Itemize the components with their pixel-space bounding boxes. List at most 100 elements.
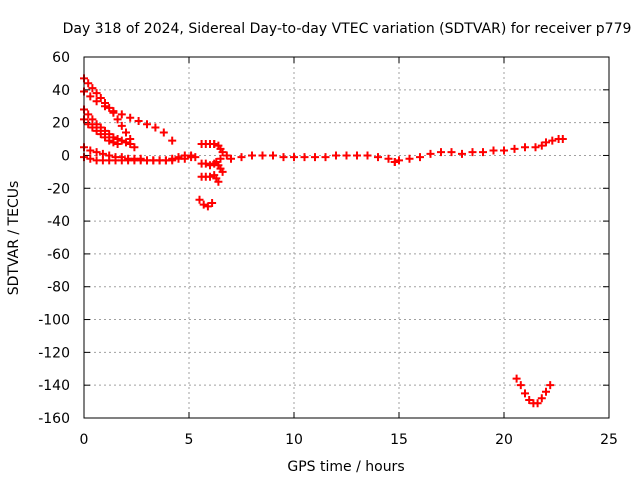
series-arc-mid-1 bbox=[80, 105, 139, 152]
series-ramp-6.5h bbox=[210, 139, 231, 186]
data-point bbox=[101, 102, 109, 111]
data-point bbox=[395, 156, 403, 165]
data-point bbox=[290, 153, 298, 162]
data-point bbox=[105, 136, 114, 145]
data-point bbox=[468, 148, 477, 157]
x-tick-label: 15 bbox=[390, 432, 408, 448]
axis-ticks: 0 5 10 15 20 25 -160 -140 -120 -100 -80 -60 -40 -20 0 2… bbox=[38, 50, 618, 448]
x-tick-label: 20 bbox=[495, 432, 513, 448]
data-point bbox=[109, 107, 118, 116]
data-point bbox=[117, 136, 126, 145]
data-point bbox=[92, 126, 101, 135]
data-point bbox=[143, 120, 151, 129]
data-point bbox=[416, 153, 424, 162]
y-tick-label: -60 bbox=[47, 247, 70, 263]
y-tick-label: -20 bbox=[47, 181, 70, 197]
data-point bbox=[92, 89, 101, 98]
series-arc-high-2 bbox=[80, 87, 177, 145]
data-point bbox=[191, 153, 200, 162]
data-point bbox=[130, 143, 139, 152]
data-point bbox=[105, 151, 114, 160]
data-point bbox=[537, 394, 546, 403]
series-dip-21h bbox=[512, 374, 555, 408]
data-point bbox=[269, 151, 277, 160]
data-point bbox=[88, 84, 97, 93]
data-point bbox=[458, 149, 466, 158]
y-tick-label: 60 bbox=[52, 50, 70, 66]
data-point bbox=[96, 130, 105, 139]
data-point bbox=[363, 151, 372, 160]
data-point bbox=[86, 154, 95, 163]
data-point bbox=[258, 151, 267, 160]
data-point bbox=[216, 154, 225, 163]
series-arc-mid-2 bbox=[80, 115, 122, 148]
data-point bbox=[214, 177, 223, 186]
series-baseline-mid bbox=[216, 151, 399, 167]
data-point bbox=[92, 148, 101, 157]
data-point bbox=[84, 120, 93, 129]
data-point bbox=[208, 199, 217, 208]
series-arc-high-1 bbox=[80, 74, 135, 144]
data-point bbox=[525, 395, 534, 404]
data-point bbox=[353, 151, 361, 160]
data-point bbox=[88, 123, 97, 132]
data-point bbox=[384, 154, 393, 163]
x-tick-label: 0 bbox=[80, 432, 89, 448]
data-point bbox=[426, 149, 435, 158]
data-point bbox=[558, 135, 567, 144]
data-point bbox=[109, 138, 118, 147]
data-point bbox=[279, 153, 288, 162]
y-tick-label: -160 bbox=[38, 411, 70, 427]
data-point bbox=[237, 153, 246, 162]
series-baseline-early-upper bbox=[80, 143, 196, 165]
data-point bbox=[126, 139, 135, 148]
data-point bbox=[546, 381, 555, 390]
data-point bbox=[521, 389, 529, 398]
data-point bbox=[300, 153, 309, 162]
data-point bbox=[122, 138, 130, 147]
data-point bbox=[321, 153, 330, 162]
data-point bbox=[342, 151, 351, 160]
data-point bbox=[86, 92, 95, 101]
data-point bbox=[521, 143, 529, 152]
y-tick-label: -80 bbox=[47, 280, 70, 296]
data-point bbox=[374, 153, 382, 162]
data-point bbox=[531, 143, 540, 152]
data-point bbox=[500, 146, 508, 155]
series-baseline-late bbox=[390, 135, 567, 167]
data-point bbox=[390, 158, 399, 167]
data-point bbox=[187, 151, 196, 160]
y-axis-label: SDTVAR / TECUs bbox=[6, 181, 22, 296]
data-point bbox=[86, 146, 95, 155]
y-tick-label: -40 bbox=[47, 214, 70, 230]
data-point bbox=[199, 200, 208, 209]
data-point bbox=[136, 154, 145, 163]
y-tick-label: 40 bbox=[52, 83, 70, 99]
y-tick-label: -100 bbox=[38, 313, 70, 329]
data-point bbox=[126, 113, 135, 122]
data-point bbox=[151, 123, 160, 132]
data-point bbox=[512, 374, 521, 383]
data-point bbox=[92, 97, 101, 106]
data-point bbox=[98, 149, 107, 158]
y-tick-label: -120 bbox=[38, 345, 70, 361]
data-point bbox=[533, 399, 542, 408]
y-tick-label: -140 bbox=[38, 378, 70, 394]
x-tick-label: 25 bbox=[600, 432, 618, 448]
x-tick-label: 10 bbox=[285, 432, 303, 448]
y-tick-label: 20 bbox=[52, 116, 70, 132]
data-point bbox=[516, 381, 525, 390]
data-point bbox=[548, 136, 557, 145]
data-point bbox=[122, 128, 130, 137]
data-point bbox=[227, 154, 235, 163]
data-point bbox=[105, 103, 114, 112]
data-point bbox=[201, 159, 210, 168]
data-point bbox=[218, 167, 227, 176]
data-point bbox=[510, 144, 519, 153]
data-point bbox=[113, 139, 122, 148]
data-point bbox=[489, 146, 498, 155]
data-point bbox=[437, 148, 445, 157]
x-axis-label: GPS time / hours bbox=[287, 459, 404, 475]
